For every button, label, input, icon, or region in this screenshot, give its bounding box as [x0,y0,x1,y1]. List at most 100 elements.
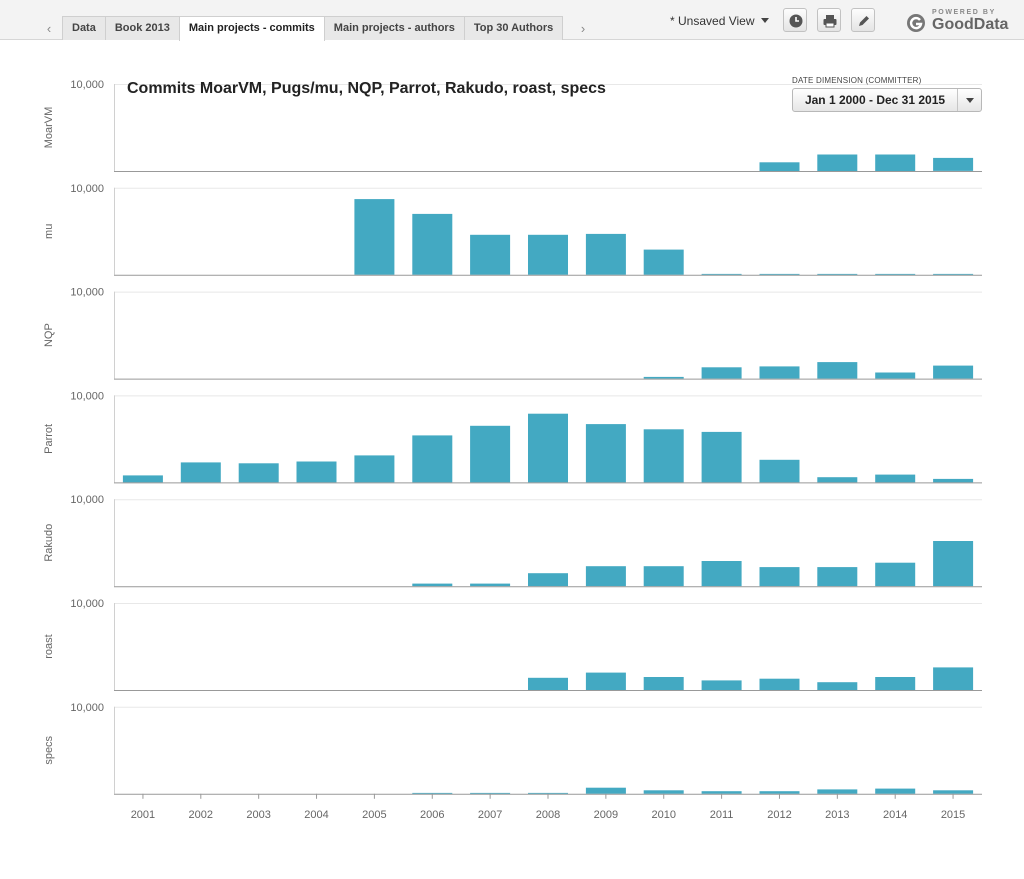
x-tick-label-2014: 2014 [883,809,907,821]
series-label-roast: roast [43,634,55,658]
bar-parrot-2014 [875,474,916,483]
bar-specs-2011 [701,791,742,794]
saved-view-dropdown[interactable]: * Unsaved View [670,14,769,28]
bar-moarvm-2015 [933,157,974,171]
bar-mu-2015 [933,273,974,275]
bar-parrot-2007 [470,425,511,483]
gooddata-logo-icon [907,14,925,32]
bar-nqp-2013 [817,362,858,379]
print-icon [823,15,837,28]
bar-nqp-2012 [759,366,800,379]
series-label-rakudo: Rakudo [43,524,55,562]
bar-rakudo-2008 [528,573,568,587]
powered-by-label: POWERED BY [932,9,996,16]
bar-specs-2009 [585,787,626,794]
tab-data[interactable]: Data [62,16,106,40]
print-button[interactable] [817,8,841,32]
clock-icon [789,14,803,28]
x-tick-label-2007: 2007 [478,809,502,821]
y-tick-label-specs: 10,000 [70,702,104,714]
bar-specs-2007 [470,792,511,794]
bar-parrot-2002 [180,462,221,483]
bar-roast-2014 [875,677,916,690]
date-filter-label: DATE DIMENSION (COMMITTER) [792,76,922,85]
tab-scroll-left-icon[interactable]: ‹ [46,21,52,36]
schedule-button[interactable] [783,8,807,32]
x-tick-label-2015: 2015 [941,809,965,821]
date-filter-value: Jan 1 2000 - Dec 31 2015 [804,93,946,107]
x-tick-label-2011: 2011 [710,809,734,821]
bar-nqp-2011 [701,367,742,379]
bar-specs-2014 [875,788,916,794]
y-tick-label-parrot: 10,000 [70,390,104,402]
bar-parrot-2004 [296,461,337,483]
bar-mu-2013 [817,273,858,275]
x-tick-label-2009: 2009 [594,809,618,821]
x-tick-label-2004: 2004 [304,809,328,821]
bar-mu-2010 [643,249,684,275]
gooddata-name: GoodData [932,16,1009,33]
bar-moarvm-2012 [759,162,800,171]
bar-roast-2008 [528,677,568,690]
bar-parrot-2003 [238,463,279,483]
chevron-down-icon [966,98,974,103]
chevron-down-icon [760,18,769,23]
x-tick-label-2010: 2010 [651,809,675,821]
series-label-moarvm: MoarVM [43,107,55,149]
bar-moarvm-2014 [875,154,916,171]
date-filter-toggle[interactable] [957,89,981,111]
bar-mu-2005 [354,199,395,275]
bar-mu-2012 [759,273,800,275]
tab-main-projects-commits[interactable]: Main projects - commits [178,16,325,41]
gooddata-branding: POWERED BY GoodData [906,9,1016,35]
date-filter-dropdown[interactable]: Jan 1 2000 - Dec 31 2015 [792,88,982,112]
tab-main-projects-authors[interactable]: Main projects - authors [323,16,465,40]
bar-specs-2006 [412,792,453,794]
bar-parrot-2012 [759,459,800,483]
bar-parrot-2001 [122,475,163,483]
edit-button[interactable] [851,8,875,32]
chart-title: Commits MoarVM, Pugs/mu, NQP, Parrot, Ra… [127,80,606,97]
bar-roast-2013 [817,682,858,690]
bar-nqp-2010 [643,376,684,379]
pencil-icon [859,16,869,26]
bar-rakudo-2009 [585,566,626,587]
bar-rakudo-2012 [759,567,800,587]
bar-rakudo-2013 [817,567,858,587]
bar-parrot-2010 [643,429,684,483]
x-tick-label-2006: 2006 [420,809,444,821]
bar-specs-2008 [528,792,568,794]
bar-specs-2012 [759,791,800,794]
bar-parrot-2005 [354,455,395,483]
bar-rakudo-2011 [701,561,742,587]
tab-scroll-right-icon[interactable]: › [580,21,586,36]
bar-roast-2009 [585,672,626,690]
bar-nqp-2015 [933,365,974,379]
series-label-specs: specs [43,735,55,764]
bar-specs-2010 [643,790,684,794]
bar-nqp-2014 [875,372,916,379]
y-tick-label-moarvm: 10,000 [70,79,104,91]
bar-mu-2009 [585,233,626,275]
bar-rakudo-2015 [933,541,974,587]
series-label-mu: mu [43,224,55,239]
bar-rakudo-2010 [643,566,684,587]
bar-parrot-2006 [412,435,453,483]
tab-top-30-authors[interactable]: Top 30 Authors [463,16,564,40]
x-tick-label-2008: 2008 [536,809,560,821]
x-tick-label-2012: 2012 [767,809,791,821]
bar-moarvm-2013 [817,154,858,171]
bar-mu-2007 [470,234,511,275]
bar-parrot-2009 [585,424,626,483]
tab-book-2013[interactable]: Book 2013 [104,16,180,40]
x-tick-label-2013: 2013 [825,809,849,821]
y-tick-label-rakudo: 10,000 [70,494,104,506]
bar-specs-2013 [817,789,858,794]
bar-roast-2012 [759,678,800,690]
bar-parrot-2015 [933,478,974,483]
bar-specs-2015 [933,790,974,794]
bar-rakudo-2006 [412,583,453,587]
bar-mu-2006 [412,213,453,275]
series-label-nqp: NQP [43,323,55,347]
